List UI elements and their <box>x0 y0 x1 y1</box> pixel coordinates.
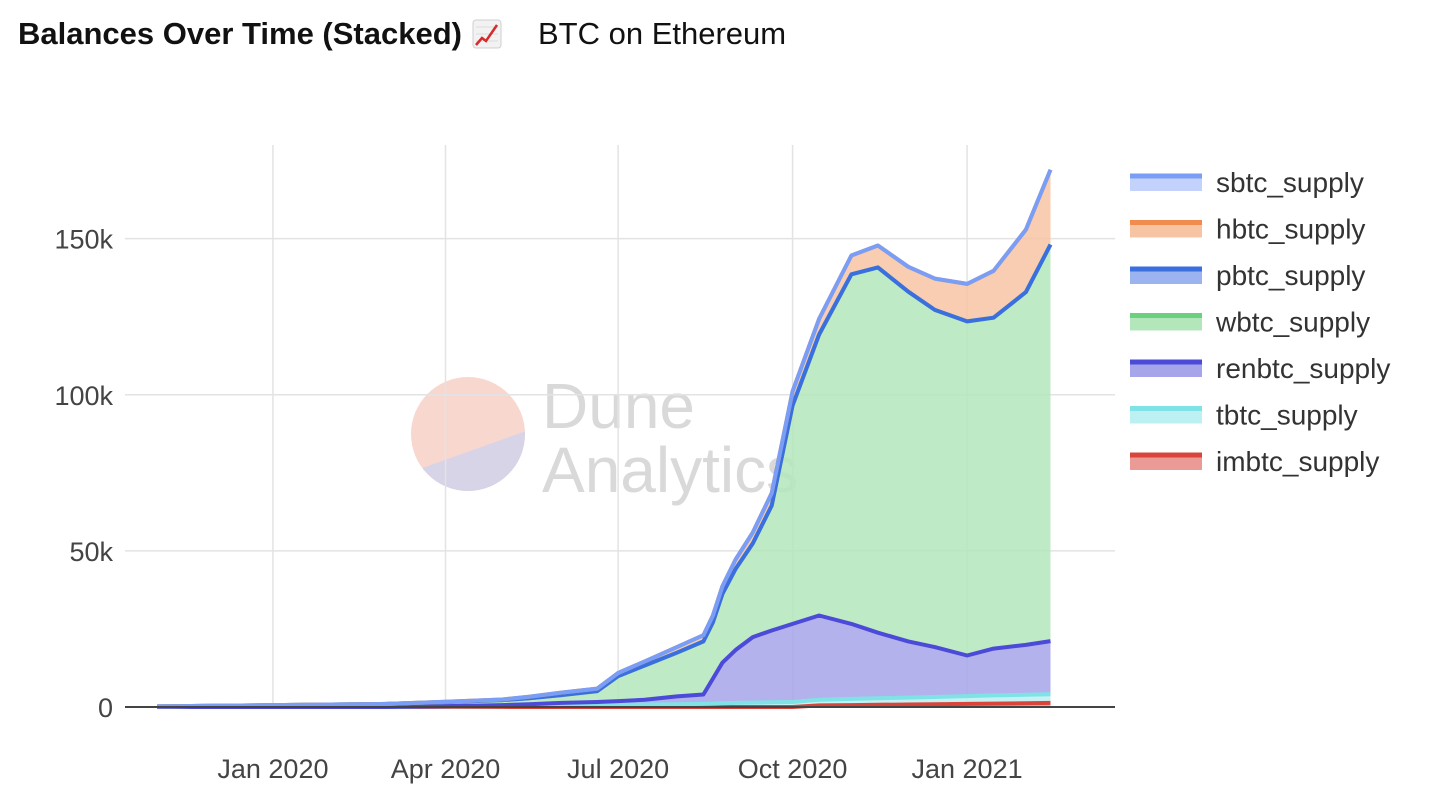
x-tick-label: Jul 2020 <box>567 754 669 784</box>
legend-item-tbtc-supply[interactable]: tbtc_supply <box>1130 400 1358 431</box>
legend-label: tbtc_supply <box>1216 400 1358 431</box>
sbtc-supply-line <box>157 168 1053 709</box>
x-tick-label: Oct 2020 <box>738 754 848 784</box>
legend-label: hbtc_supply <box>1216 214 1365 245</box>
y-tick-label: 150k <box>54 225 113 255</box>
legend-label: wbtc_supply <box>1215 307 1370 338</box>
watermark-text-analytics: Analytics <box>542 434 798 506</box>
dune-analytics-watermark: Dune Analytics <box>411 370 798 506</box>
legend-item-pbtc-supply[interactable]: pbtc_supply <box>1130 260 1365 291</box>
chart-subtitle: BTC on Ethereum <box>537 16 787 51</box>
legend-item-sbtc-supply[interactable]: sbtc_supply <box>1130 167 1364 198</box>
x-tick-label: Jan 2021 <box>912 754 1023 784</box>
x-tick-label: Jan 2020 <box>217 754 328 784</box>
legend-item-wbtc-supply[interactable]: wbtc_supply <box>1130 307 1370 338</box>
legend-label: pbtc_supply <box>1216 260 1365 291</box>
legend-item-imbtc-supply[interactable]: imbtc_supply <box>1130 446 1379 477</box>
chart-header: Balances Over Time (Stacked) BTC on Ethe… <box>18 14 786 54</box>
legend-label: renbtc_supply <box>1216 353 1390 384</box>
legend-label: imbtc_supply <box>1216 446 1379 477</box>
y-tick-label: 0 <box>98 693 113 723</box>
legend-item-hbtc-supply[interactable]: hbtc_supply <box>1130 214 1365 245</box>
chart-increasing-icon <box>472 19 502 49</box>
wbtc-supply-area <box>157 244 1051 707</box>
legend-label: sbtc_supply <box>1216 167 1364 198</box>
y-tick-label: 50k <box>69 537 113 567</box>
chart-title: Balances Over Time (Stacked) <box>18 16 462 51</box>
x-tick-label: Apr 2020 <box>391 754 501 784</box>
y-tick-label: 100k <box>54 381 113 411</box>
legend[interactable]: sbtc_supply hbtc_supply pbtc_supply wbtc_su… <box>1130 167 1390 477</box>
legend-item-renbtc-supply[interactable]: renbtc_supply <box>1130 353 1390 384</box>
axes: 0 50k 100k 150k Jan 2020 Apr 2020 Jul 2020 Oct … <box>54 225 1115 784</box>
renbtc-supply-area <box>157 615 1051 707</box>
